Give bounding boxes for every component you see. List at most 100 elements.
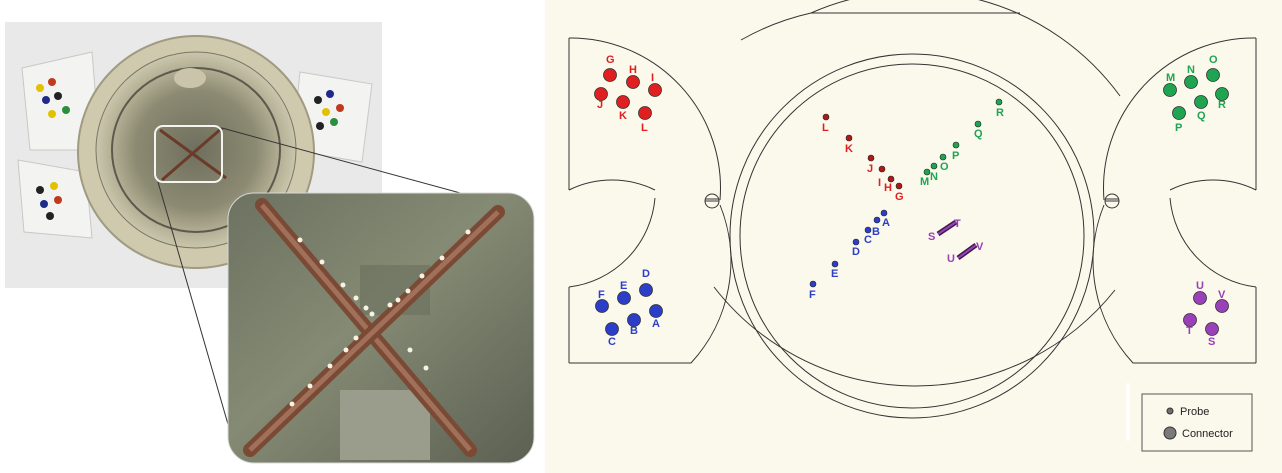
probe-blue-C: C	[864, 226, 872, 246]
connector-label: M	[1166, 72, 1175, 84]
right-wing-outer-arc-bottom	[1092, 204, 1256, 364]
legend-probe-symbol	[1166, 407, 1174, 415]
connector-blue-F: F	[595, 289, 609, 313]
right-wing	[1092, 37, 1257, 364]
probe-blue-F: F	[809, 280, 817, 301]
probe-label: M	[920, 176, 929, 188]
probe-label: F	[809, 289, 816, 301]
probe-red-J: J	[867, 154, 875, 175]
connector-purple-T: T	[1183, 313, 1197, 337]
zoom-region-box	[154, 125, 223, 183]
probe-red-L: L	[822, 113, 830, 134]
connector-red-I: I	[648, 72, 662, 97]
connector-purple-S: S	[1205, 322, 1219, 348]
probe-label: Q	[974, 128, 983, 140]
connector-label: O	[1209, 54, 1218, 66]
connector-red-H: H	[626, 64, 640, 89]
probe-label: N	[930, 171, 938, 183]
left-wing-outer-arc-bottom	[569, 204, 732, 364]
probe-label: O	[940, 161, 949, 173]
probe-green-N: N	[930, 162, 938, 183]
connector-label: U	[1196, 280, 1204, 292]
inset-shank-2-highlight	[248, 210, 500, 452]
probe-label-T: T	[954, 218, 961, 230]
probe-blue-D: D	[852, 238, 860, 258]
connector-blue-E: E	[617, 280, 631, 305]
probe-blue-B: B	[872, 216, 881, 238]
connector-green-R: R	[1215, 87, 1229, 111]
probe-green-O: O	[939, 153, 949, 173]
legend-probe-label: Probe	[1180, 406, 1209, 418]
inner-circle-inner-ring	[739, 63, 1085, 409]
connector-green-Q: Q	[1194, 95, 1208, 122]
probe-blue-E: E	[831, 260, 838, 280]
photo-mount-ring	[111, 67, 281, 233]
probe-label: I	[878, 177, 881, 189]
probe-green-P: P	[952, 141, 959, 162]
inset-contact-dots	[289, 229, 471, 407]
probe-label: H	[884, 182, 892, 194]
inner-circle-outer-ring	[729, 53, 1095, 419]
connector-red-K: K	[616, 95, 630, 122]
connector-label: L	[641, 122, 648, 134]
probe-green-Q: Q	[974, 120, 983, 140]
connector-red-L: L	[638, 106, 652, 134]
connector-label: A	[652, 318, 660, 330]
probe-green-M: M	[920, 168, 931, 188]
left-wing-inner-arc-bottom	[568, 197, 656, 288]
probe-label-U: U	[947, 253, 955, 265]
connector-green-M: M	[1163, 72, 1177, 97]
photo-connector-dots	[36, 78, 344, 220]
connector-label: N	[1187, 64, 1195, 76]
probe-label: E	[831, 268, 838, 280]
probe-label: C	[864, 234, 872, 246]
connector-red-J: J	[594, 87, 608, 111]
connector-blue-A: A	[649, 304, 663, 330]
zoom-line-bottom	[157, 181, 237, 453]
probe-red-H: H	[884, 175, 895, 194]
right-wing-outer-arc-top	[1103, 37, 1257, 201]
legend-box	[1141, 393, 1253, 452]
connector-label: D	[642, 268, 650, 280]
connector-blue-B: B	[627, 313, 641, 337]
probe-label: L	[822, 122, 829, 134]
connector-green-N: N	[1184, 64, 1198, 89]
probe-red-I: I	[878, 165, 886, 189]
probe-blue-A: A	[880, 209, 890, 229]
connector-label: I	[651, 72, 654, 84]
probe-green-R: R	[995, 98, 1004, 119]
connector-label: H	[629, 64, 637, 76]
connector-blue-D: D	[639, 268, 653, 297]
probe-label: K	[845, 143, 853, 155]
left-wing-inner-arc-top	[568, 179, 656, 191]
outer-circle-bottom	[713, 286, 1116, 387]
connector-label: K	[619, 110, 627, 122]
connector-purple-U: U	[1193, 280, 1207, 305]
probe-label: A	[882, 217, 890, 229]
probe-label-V: V	[976, 241, 984, 253]
connector-label: B	[630, 325, 638, 337]
inset-block	[340, 390, 430, 460]
outer-circle-top	[810, 0, 1121, 97]
legend-connector-symbol	[1163, 426, 1177, 440]
probe-red-K: K	[845, 134, 853, 155]
inset-photo	[228, 193, 534, 463]
left-wing-outer-arc-top	[568, 37, 721, 201]
left-wing	[568, 37, 732, 364]
connector-blue-C: C	[605, 322, 619, 348]
connector-label: S	[1208, 336, 1215, 348]
probe-label: J	[867, 163, 873, 175]
connector-green-O: O	[1206, 54, 1220, 82]
purple-bar	[956, 242, 978, 261]
connector-purple-V: V	[1215, 289, 1229, 313]
connector-label: T	[1186, 325, 1193, 337]
connector-label: F	[598, 289, 605, 301]
right-wing-inner-arc-top	[1169, 179, 1257, 191]
connector-green-P: P	[1172, 106, 1186, 134]
purple-bar	[936, 219, 958, 237]
inset-frame	[227, 192, 535, 464]
screw-icon	[1104, 193, 1120, 209]
